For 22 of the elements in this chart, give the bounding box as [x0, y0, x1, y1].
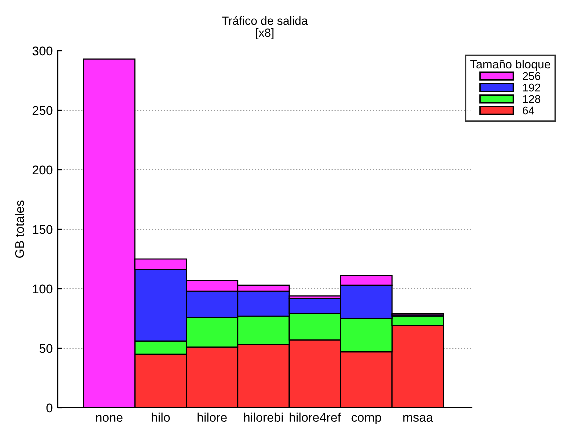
x-tick-label: comp: [352, 415, 382, 425]
chart-subtitle: [x8]: [256, 28, 274, 40]
x-tick-label: none: [96, 415, 123, 422]
x-tick-label: msaa: [404, 415, 434, 422]
y-axis-title: GB totales: [15, 200, 24, 258]
x-tick-label: hilo: [152, 412, 170, 422]
legend-title: Tamaño bloque: [470, 60, 550, 72]
legend-label: 128: [523, 95, 541, 104]
y-tick-label: 250: [32, 106, 53, 116]
x-tick-label: hilore4ref: [290, 412, 342, 422]
y-tick-label: 150: [33, 225, 53, 234]
legend-label: 256: [523, 72, 541, 80]
y-tick-label: 50: [40, 344, 53, 354]
legend-label: 64: [523, 106, 535, 115]
legend-label: 192: [523, 84, 540, 92]
chart-title: Tráfico de salida: [222, 16, 308, 26]
x-tick-label: hilore: [198, 412, 228, 422]
x-tick-label: hilorebi: [244, 412, 284, 422]
y-tick-label: 100: [33, 284, 53, 294]
y-tick-label: 0: [46, 404, 53, 413]
y-tick-label: 200: [32, 166, 53, 175]
y-tick-label: 300: [32, 46, 53, 56]
